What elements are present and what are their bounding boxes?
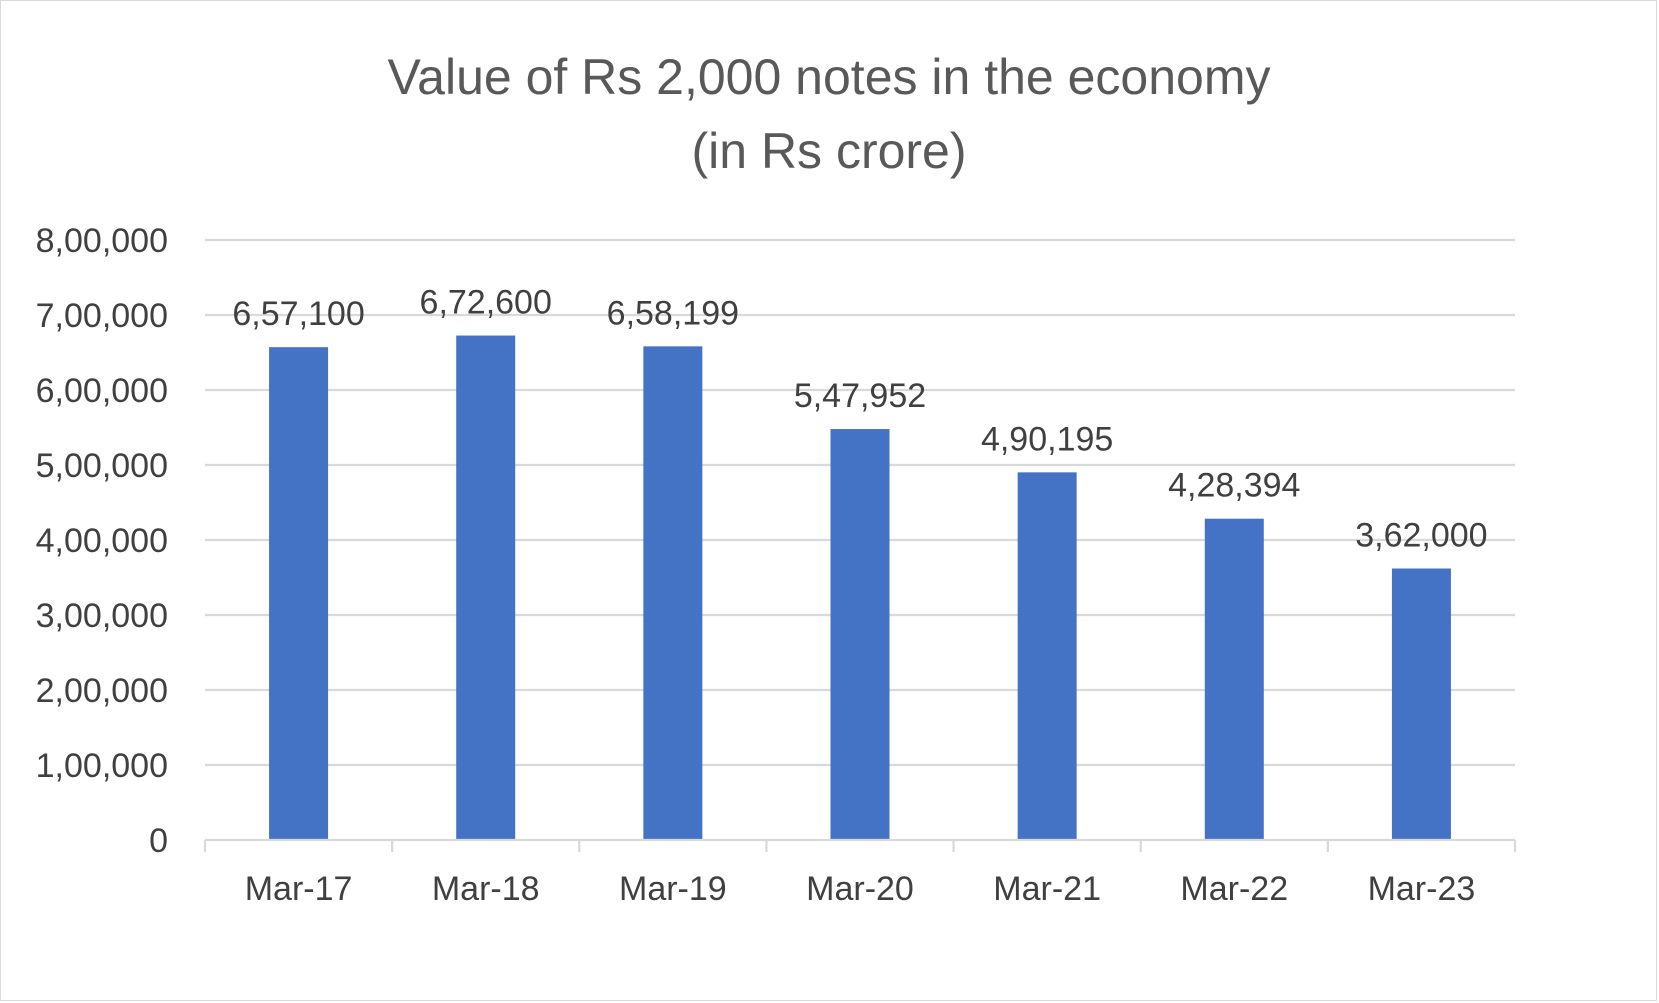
chart-title: Value of Rs 2,000 notes in the economy (… [388, 49, 1271, 179]
data-label: 5,47,952 [794, 377, 926, 415]
y-tick-label: 1,00,000 [36, 747, 168, 785]
bar-mar-17 [269, 347, 329, 840]
y-tick-label: 0 [149, 822, 168, 860]
x-tick-label: Mar-20 [806, 870, 914, 908]
bar-mar-23 [1391, 568, 1451, 840]
chart-subtitle: (in Rs crore) [691, 123, 966, 179]
y-tick-label: 3,00,000 [36, 597, 168, 635]
y-tick-label: 7,00,000 [36, 297, 168, 335]
data-label: 6,57,100 [232, 295, 364, 333]
x-axis [203, 838, 1517, 852]
x-tick-label: Mar-21 [993, 870, 1101, 908]
bar-mar-18 [456, 335, 516, 840]
bar-mar-20 [830, 429, 890, 840]
chart-title-line-1: Value of Rs 2,000 notes in the economy [388, 49, 1271, 105]
data-label: 4,28,394 [1168, 467, 1300, 505]
x-tick-label: Mar-19 [619, 870, 727, 908]
x-tick-label: Mar-18 [432, 870, 540, 908]
bar-mar-22 [1204, 518, 1264, 840]
bar-mar-21 [1017, 472, 1077, 840]
bar-mar-19 [643, 346, 703, 840]
y-axis-tick-labels: 0 1,00,000 2,00,000 3,00,000 4,00,000 5,00,00… [36, 222, 168, 860]
bars [269, 335, 1451, 840]
y-tick-label: 2,00,000 [36, 672, 168, 710]
data-label: 3,62,000 [1355, 517, 1487, 555]
x-tick-label: Mar-23 [1368, 870, 1476, 908]
y-tick-label: 5,00,000 [36, 447, 168, 485]
data-label: 6,58,199 [607, 294, 739, 332]
x-tick-label: Mar-22 [1180, 870, 1288, 908]
x-tick-label: Mar-17 [245, 870, 353, 908]
data-label: 6,72,600 [420, 284, 552, 322]
x-axis-tick-labels: Mar-17 Mar-18 Mar-19 Mar-20 Mar-21 Mar-22 Mar-… [245, 870, 1476, 908]
y-tick-label: 4,00,000 [36, 522, 168, 560]
y-tick-label: 8,00,000 [36, 222, 168, 260]
data-label: 4,90,195 [981, 420, 1113, 458]
y-tick-label: 6,00,000 [36, 372, 168, 410]
data-labels: 6,57,100 6,72,600 6,58,199 5,47,952 4,90,195… [232, 284, 1487, 555]
